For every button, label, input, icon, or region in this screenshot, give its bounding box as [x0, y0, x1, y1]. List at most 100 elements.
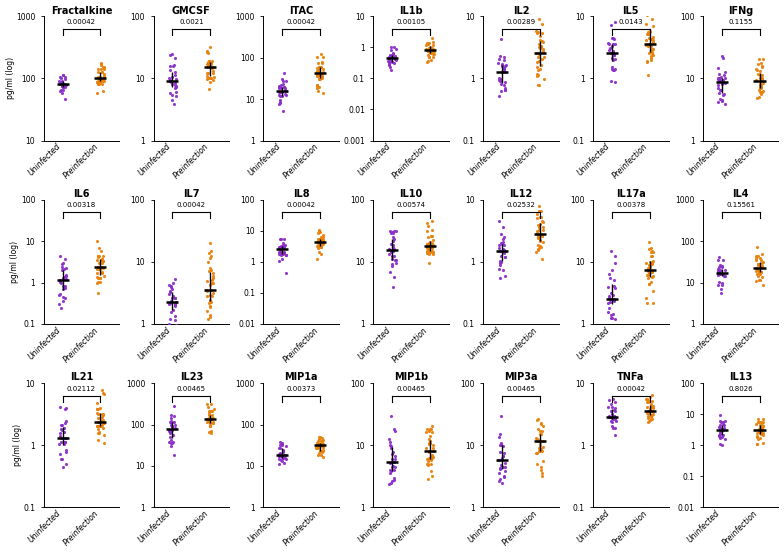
Point	[495, 461, 508, 469]
Point	[318, 446, 330, 455]
Point	[276, 453, 289, 462]
Point	[536, 472, 549, 481]
Point	[531, 29, 543, 38]
Point	[318, 231, 330, 239]
Point	[641, 264, 654, 273]
Point	[57, 285, 70, 294]
Point	[205, 429, 218, 437]
Point	[312, 237, 325, 246]
Point	[165, 80, 178, 88]
Point	[534, 44, 546, 53]
Point	[314, 432, 326, 441]
Point	[750, 276, 762, 285]
Point	[169, 323, 182, 332]
Point	[719, 417, 731, 426]
Point	[204, 422, 216, 431]
Point	[389, 426, 401, 435]
Point	[644, 45, 657, 54]
Point	[59, 82, 71, 91]
Point	[753, 55, 765, 64]
Point	[170, 321, 183, 330]
Point	[273, 450, 285, 459]
Point	[426, 247, 438, 255]
Point	[316, 235, 328, 244]
Point	[531, 448, 543, 457]
Point	[315, 451, 328, 460]
Point	[425, 467, 437, 476]
Point	[165, 50, 178, 59]
Point	[494, 464, 506, 473]
Point	[537, 217, 550, 226]
Point	[499, 272, 512, 280]
Point	[421, 247, 434, 255]
Point	[493, 456, 506, 465]
Point	[645, 403, 658, 412]
Title: IL7: IL7	[183, 189, 200, 199]
Point	[310, 63, 323, 72]
Point	[274, 95, 286, 104]
Point	[753, 276, 765, 285]
Point	[313, 234, 325, 243]
Point	[97, 63, 110, 72]
Point	[315, 62, 328, 71]
Point	[423, 258, 435, 267]
Point	[94, 61, 107, 70]
Point	[310, 439, 323, 447]
Point	[608, 398, 621, 407]
Point	[385, 51, 397, 60]
Point	[165, 418, 178, 427]
Point	[387, 242, 399, 251]
Point	[535, 36, 548, 45]
Point	[644, 2, 657, 11]
Point	[643, 267, 655, 276]
Point	[92, 425, 104, 434]
Point	[422, 243, 434, 252]
Point	[422, 222, 434, 231]
Point	[750, 432, 763, 441]
Point	[389, 455, 401, 463]
Point	[313, 70, 325, 79]
Point	[753, 427, 765, 436]
Point	[645, 403, 658, 412]
Point	[56, 260, 68, 269]
Point	[164, 288, 176, 296]
Point	[278, 82, 290, 91]
Point	[97, 418, 110, 427]
Point	[640, 294, 652, 302]
Point	[169, 88, 182, 97]
Point	[314, 238, 326, 247]
Point	[314, 75, 326, 84]
Point	[313, 227, 325, 236]
Point	[96, 67, 108, 76]
Point	[605, 54, 618, 62]
Point	[647, 410, 659, 419]
Point	[165, 283, 177, 291]
Point	[201, 61, 214, 70]
Point	[311, 87, 324, 96]
Point	[314, 442, 326, 451]
Point	[96, 262, 108, 271]
Point	[206, 413, 219, 422]
Point	[643, 280, 655, 289]
Point	[387, 50, 399, 59]
Point	[533, 242, 546, 251]
Title: MIP1a: MIP1a	[285, 372, 318, 382]
Point	[609, 406, 622, 415]
Point	[426, 422, 438, 431]
Point	[93, 265, 106, 274]
Point	[313, 63, 325, 72]
Point	[608, 18, 621, 27]
Title: IL23: IL23	[180, 372, 203, 382]
Point	[313, 243, 325, 252]
Point	[608, 276, 620, 285]
Point	[752, 251, 764, 260]
Point	[278, 248, 291, 257]
Point	[536, 469, 549, 478]
Point	[750, 75, 762, 84]
Point	[164, 77, 176, 86]
Point	[205, 297, 217, 306]
Point	[716, 262, 728, 270]
Point	[757, 421, 769, 430]
Point	[423, 243, 436, 252]
Point	[58, 427, 71, 436]
